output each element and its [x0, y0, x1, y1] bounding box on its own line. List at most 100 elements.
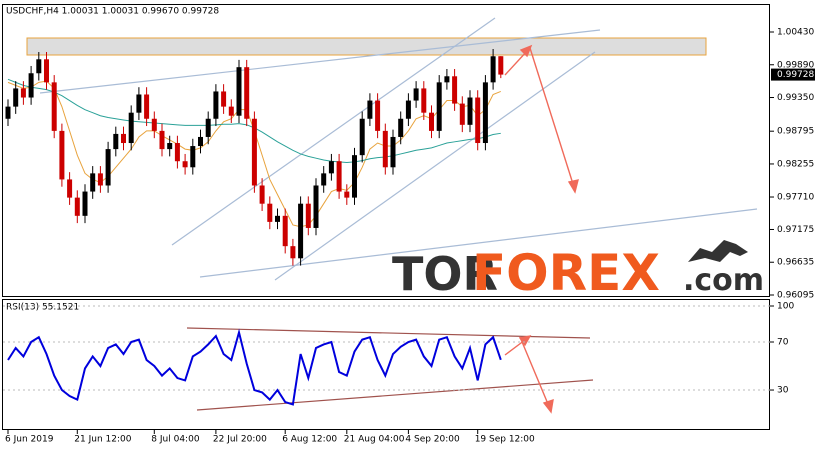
y-tick-label: 100 — [777, 302, 794, 312]
arrow — [504, 339, 526, 356]
candle-body — [236, 67, 242, 116]
candle-body — [290, 246, 296, 259]
candle-body — [144, 94, 150, 119]
candle-body — [198, 136, 203, 147]
candle-body — [20, 88, 26, 98]
candle-body — [190, 146, 196, 168]
candle-body — [459, 103, 465, 125]
channel-upper — [171, 17, 496, 246]
candle-body — [13, 88, 19, 107]
y-tick-label: 0.96095 — [777, 290, 814, 300]
candle-body — [36, 59, 42, 74]
candle-body — [328, 161, 334, 174]
candle-body — [298, 203, 304, 259]
candle-body — [429, 112, 434, 131]
candle-body — [344, 191, 350, 198]
candle-body — [359, 118, 365, 156]
y-tick-label: 1.00430 — [777, 27, 814, 37]
candle-body — [51, 82, 57, 131]
candle-body — [305, 203, 311, 228]
candle-body — [452, 76, 458, 104]
candle-body — [367, 100, 373, 119]
x-tick-label: 21 Aug 04:00 — [344, 435, 405, 445]
candle-body — [475, 97, 481, 144]
candle-body — [398, 118, 404, 137]
y-tick-label: 0.98255 — [777, 159, 814, 169]
candle-body — [228, 106, 234, 116]
rsi-panel — [2, 299, 770, 430]
candle-body — [444, 76, 450, 83]
chart-header: USDCHF,H4 1.00031 1.00031 0.99670 0.9972… — [6, 7, 219, 17]
x-tick-label: 6 Aug 12:00 — [282, 435, 337, 445]
trend-lines — [39, 17, 758, 281]
arrowhead — [518, 335, 532, 347]
arrow — [519, 336, 549, 405]
candle-body — [498, 56, 504, 75]
candle-body — [182, 161, 188, 168]
candle-body — [275, 215, 280, 222]
candle-body — [167, 143, 173, 150]
candle-body — [467, 97, 473, 125]
y-tick-label: 0.97175 — [777, 225, 814, 235]
candle-body — [74, 197, 80, 216]
arrow — [529, 47, 574, 185]
watermark-forex: FOREX — [472, 244, 660, 302]
candle-body — [267, 203, 273, 222]
x-tick-label: 19 Sep 12:00 — [475, 435, 535, 445]
candle-body — [59, 130, 65, 180]
x-tick-label: 21 Jun 12:00 — [74, 435, 131, 445]
candle-body — [482, 82, 488, 144]
rsi-lower — [196, 379, 594, 411]
price-panel — [2, 4, 770, 297]
watermark-bull — [688, 240, 748, 262]
candle-body — [282, 215, 288, 247]
arrows — [504, 44, 579, 414]
candle-body — [205, 118, 211, 137]
candle-body — [244, 67, 250, 119]
candle-body — [405, 100, 411, 119]
y-tick-label: 0.99350 — [777, 93, 814, 103]
arrowhead — [519, 44, 533, 58]
candle-body — [221, 91, 227, 107]
indicator-line — [7, 328, 502, 406]
candle-body — [28, 73, 34, 98]
rsi-header: RSI(13) 55.1521 — [6, 303, 79, 313]
candle-body — [136, 94, 142, 113]
y-tick-label: 0.97710 — [777, 193, 814, 203]
candle-body — [151, 118, 157, 131]
watermark: TOR FOREX .com — [392, 240, 764, 302]
candle-body — [413, 88, 419, 101]
candle-body — [44, 59, 49, 83]
candle-body — [97, 173, 103, 186]
last-price-label: 0.99728 — [777, 70, 814, 80]
watermark-com: .com — [683, 263, 764, 298]
candle-body — [390, 136, 396, 168]
channel-lower — [274, 51, 596, 281]
x-tick-label: 8 Jul 04:00 — [151, 435, 200, 445]
candle-body — [5, 106, 11, 119]
y-tick-label: 0.96635 — [777, 258, 814, 268]
candle-body — [251, 118, 257, 186]
candle-body — [174, 143, 180, 162]
y-tick-label: 0.98795 — [777, 127, 814, 137]
candle-body — [90, 173, 96, 192]
y-tick-label: 70 — [777, 338, 789, 348]
candle-body — [259, 185, 265, 204]
candle-body — [213, 91, 219, 119]
rsi-upper — [186, 327, 591, 339]
x-tick-label: 4 Sep 20:00 — [405, 435, 460, 445]
arrowhead — [542, 398, 554, 414]
candle-body — [82, 191, 88, 216]
watermark-tor: TOR — [392, 247, 498, 301]
candle-body — [421, 88, 427, 113]
last-price-box — [771, 68, 815, 81]
long-upper — [39, 29, 601, 94]
candle-body — [336, 161, 342, 192]
arrowhead — [567, 179, 579, 194]
candle-body — [121, 133, 126, 144]
y-tick-label: 0.99890 — [777, 60, 814, 70]
candle-body — [67, 179, 73, 198]
candle-body — [490, 56, 496, 83]
